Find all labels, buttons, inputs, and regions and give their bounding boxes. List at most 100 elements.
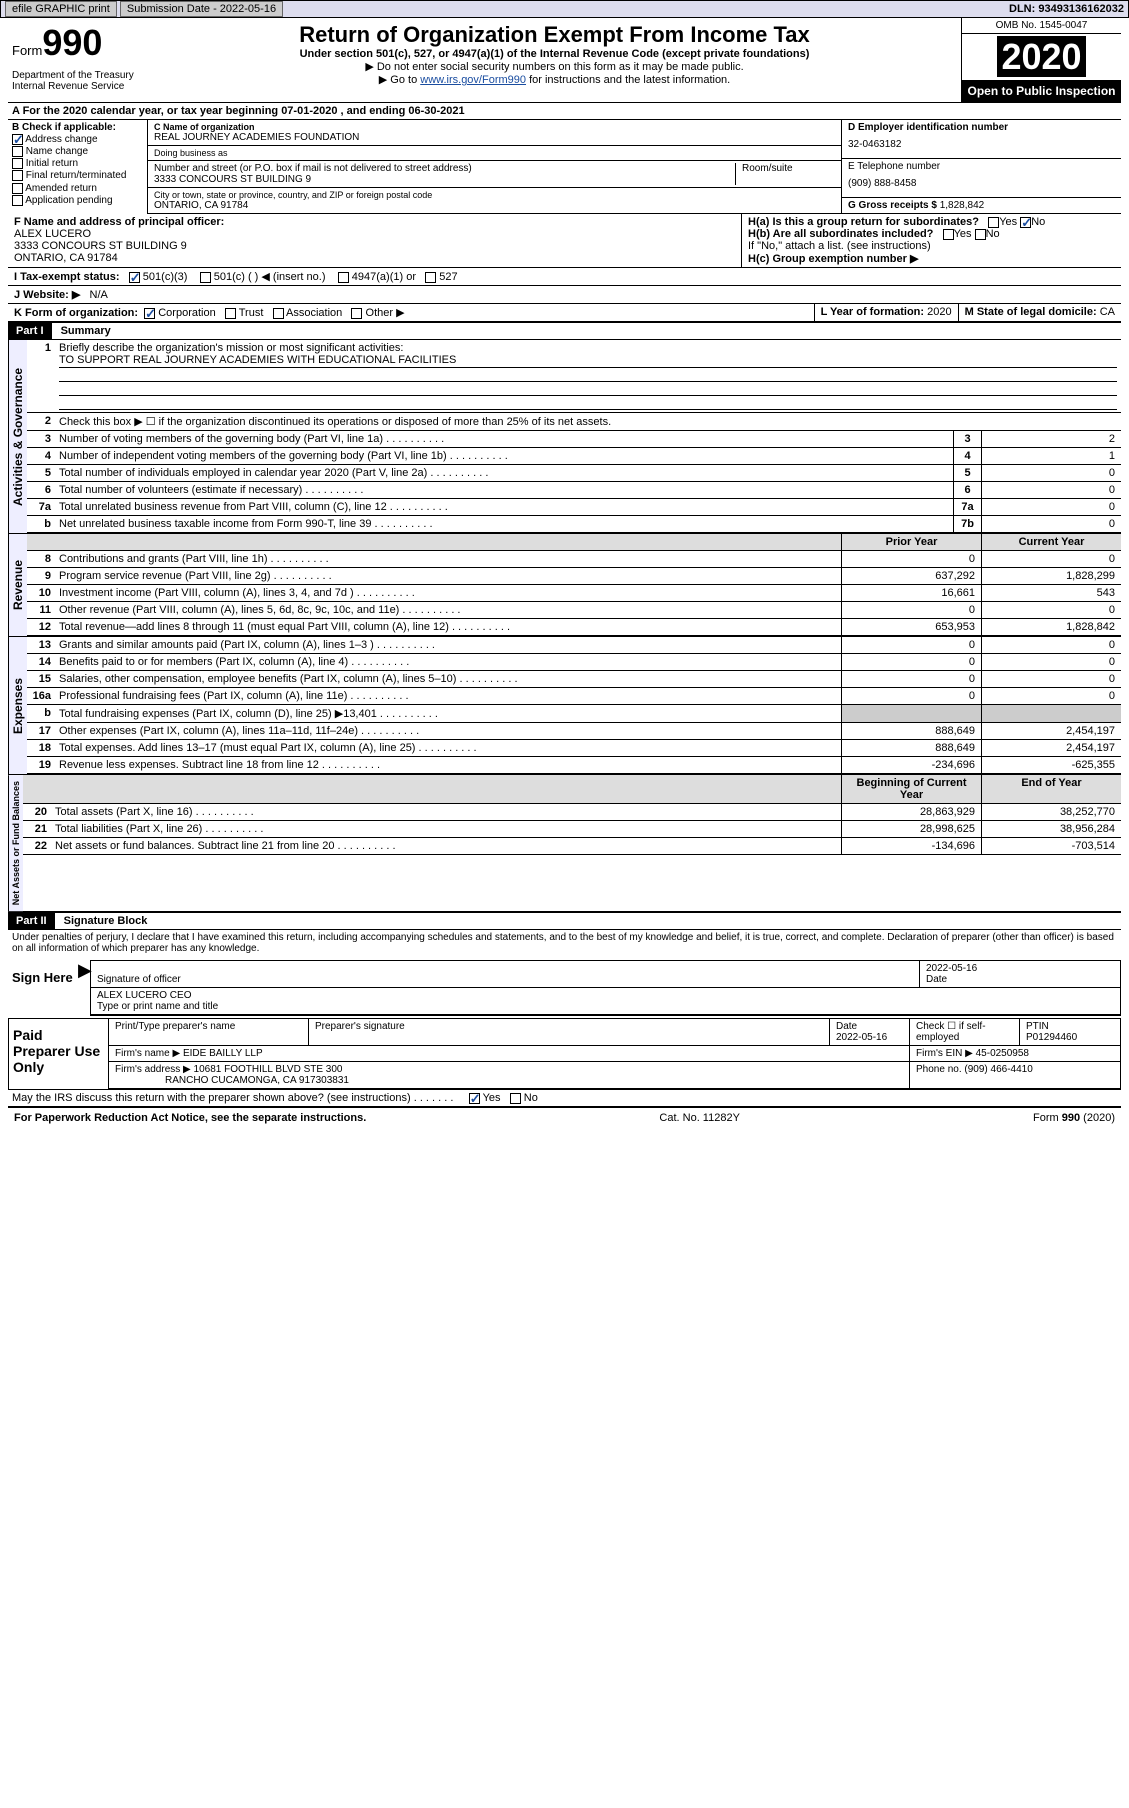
org-assoc[interactable] [273, 308, 284, 319]
summary-row: 20Total assets (Part X, line 16) 28,863,… [23, 804, 1121, 821]
open-inspection: Open to Public Inspection [962, 80, 1121, 102]
gross-label: G Gross receipts $ [848, 200, 937, 211]
form-subtitle: Under section 501(c), 527, or 4947(a)(1)… [156, 48, 953, 60]
domicile-state: CA [1100, 306, 1115, 318]
tax-501c[interactable] [200, 272, 211, 283]
hb-yes[interactable] [943, 229, 954, 240]
firm-phone: (909) 466-4410 [964, 1064, 1032, 1075]
summary-row: 19Revenue less expenses. Subtract line 1… [27, 757, 1121, 774]
summary-row: 11Other revenue (Part VIII, column (A), … [27, 602, 1121, 619]
section-f-label: F Name and address of principal officer: [14, 216, 735, 228]
form-number: 990 [42, 22, 102, 63]
summary-row: 8Contributions and grants (Part VIII, li… [27, 551, 1121, 568]
ein-value: 32-0463182 [848, 133, 1115, 156]
summary-row: 21Total liabilities (Part X, line 26) 28… [23, 821, 1121, 838]
ha-yes[interactable] [988, 217, 999, 228]
firm-addr1: 10681 FOOTHILL BLVD STE 300 [194, 1064, 343, 1075]
firm-name-label: Firm's name ▶ [115, 1048, 180, 1059]
officer-addr1: 3333 CONCOURS ST BUILDING 9 [14, 240, 735, 252]
tax-527[interactable] [425, 272, 436, 283]
hc-label: H(c) Group exemption number ▶ [748, 252, 1115, 265]
officer-type-label: Type or print name and title [97, 1001, 218, 1012]
firm-ein: 45-0250958 [976, 1048, 1029, 1059]
summary-row: 9Program service revenue (Part VIII, lin… [27, 568, 1121, 585]
top-bar: efile GRAPHIC print Submission Date - 20… [0, 0, 1129, 18]
opt-4947: 4947(a)(1) or [352, 271, 416, 283]
firm-addr-label: Firm's address ▶ [115, 1064, 191, 1075]
tax-year: 2020 [997, 36, 1085, 77]
declaration: Under penalties of perjury, I declare th… [8, 930, 1121, 956]
ha-no[interactable] [1020, 217, 1031, 228]
q1-label: Briefly describe the organization's miss… [59, 342, 403, 354]
part2-title: Signature Block [58, 913, 154, 929]
dba-label: Doing business as [154, 148, 835, 158]
form-note1: ▶ Do not enter social security numbers o… [156, 60, 953, 73]
omb-number: OMB No. 1545-0047 [962, 18, 1121, 34]
vtab-revenue: Revenue [8, 534, 27, 636]
section-k-label: K Form of organization: [14, 307, 138, 319]
efile-button[interactable]: efile GRAPHIC print [5, 1, 117, 17]
prep-selfemp: Check ☐ if self-employed [910, 1019, 1020, 1045]
chk-amended[interactable]: Amended return [12, 183, 143, 194]
part1-header: Part I [8, 323, 52, 339]
part2-header: Part II [8, 913, 55, 929]
section-j-label: J Website: ▶ [14, 289, 80, 301]
vtab-net: Net Assets or Fund Balances [8, 775, 23, 911]
mission-text: TO SUPPORT REAL JOURNEY ACADEMIES WITH E… [59, 354, 1117, 368]
summary-row: bTotal fundraising expenses (Part IX, co… [27, 705, 1121, 723]
summary-row: 3Number of voting members of the governi… [27, 431, 1121, 448]
firm-addr2: RANCHO CUCAMONGA, CA 917303831 [165, 1075, 349, 1086]
org-name-label: C Name of organization [154, 122, 835, 132]
summary-row: 4Number of independent voting members of… [27, 448, 1121, 465]
opt-501c3: 501(c)(3) [143, 271, 188, 283]
section-b-label: B Check if applicable: [12, 122, 143, 133]
irs-link[interactable]: www.irs.gov/Form990 [420, 74, 526, 86]
arrow-icon: ▶ [78, 960, 90, 1016]
phone-value: (909) 888-8458 [848, 172, 1115, 195]
hb-no[interactable] [975, 229, 986, 240]
ptin-value: P01294460 [1026, 1032, 1077, 1043]
gross-value: 1,828,842 [940, 200, 985, 211]
org-other[interactable] [351, 308, 362, 319]
hdr-prior: Prior Year [841, 534, 981, 550]
department: Department of the Treasury Internal Reve… [12, 70, 144, 92]
line-a-tax-year: A For the 2020 calendar year, or tax yea… [8, 103, 1121, 120]
firm-phone-label: Phone no. [916, 1064, 962, 1075]
footer-mid: Cat. No. 11282Y [659, 1112, 740, 1124]
opt-527: 527 [439, 271, 457, 283]
org-corp[interactable] [144, 308, 155, 319]
prep-name-hdr: Print/Type preparer's name [109, 1019, 309, 1045]
paid-preparer-label: Paid Preparer Use Only [9, 1019, 109, 1089]
chk-initial-return[interactable]: Initial return [12, 158, 143, 169]
chk-name-change[interactable]: Name change [12, 146, 143, 157]
opt-501c: 501(c) ( ) ◀ (insert no.) [214, 271, 326, 283]
note2-post: for instructions and the latest informat… [526, 74, 730, 86]
summary-row: 5Total number of individuals employed in… [27, 465, 1121, 482]
officer-addr2: ONTARIO, CA 91784 [14, 252, 735, 264]
discuss-label: May the IRS discuss this return with the… [12, 1092, 411, 1104]
officer-typed-name: ALEX LUCERO CEO [97, 990, 191, 1001]
tax-4947[interactable] [338, 272, 349, 283]
officer-name: ALEX LUCERO [14, 228, 735, 240]
sig-date-label: Date [926, 974, 947, 985]
prep-date-hdr: Date [836, 1021, 857, 1032]
summary-row: 14Benefits paid to or for members (Part … [27, 654, 1121, 671]
hb-note: If "No," attach a list. (see instruction… [748, 240, 1115, 252]
org-trust[interactable] [225, 308, 236, 319]
chk-address-change[interactable]: Address change [12, 134, 143, 145]
chk-application-pending[interactable]: Application pending [12, 195, 143, 206]
sig-date: 2022-05-16 [926, 963, 977, 974]
summary-row: 22Net assets or fund balances. Subtract … [23, 838, 1121, 855]
dln: DLN: 93493136162032 [1009, 3, 1124, 15]
org-name: REAL JOURNEY ACADEMIES FOUNDATION [154, 132, 835, 143]
chk-final-return[interactable]: Final return/terminated [12, 170, 143, 181]
form-title: Return of Organization Exempt From Incom… [156, 22, 953, 48]
part1-title: Summary [55, 323, 117, 339]
tax-501c3[interactable] [129, 272, 140, 283]
ptin-hdr: PTIN [1026, 1021, 1049, 1032]
footer-right: Form 990 (2020) [1033, 1112, 1115, 1124]
discuss-no[interactable] [510, 1093, 521, 1104]
discuss-yes[interactable] [469, 1093, 480, 1104]
firm-name: EIDE BAILLY LLP [183, 1048, 263, 1059]
hdr-begin: Beginning of Current Year [841, 775, 981, 803]
